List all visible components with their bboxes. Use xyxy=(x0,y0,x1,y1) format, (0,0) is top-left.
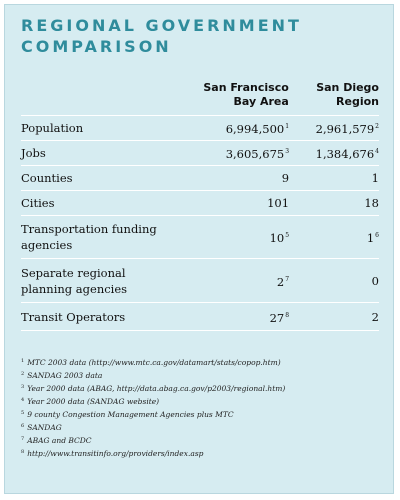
footnote-ref: 3 xyxy=(285,148,290,155)
footnote: 1 MTC 2003 data (http://www.mtc.ca.gov/da… xyxy=(21,355,381,368)
footnote-text: SANDAG 2003 data xyxy=(27,371,103,380)
cell: 27 xyxy=(166,273,289,289)
footnotes: 1 MTC 2003 data (http://www.mtc.ca.gov/da… xyxy=(21,355,381,459)
cell: 1,384,6764 xyxy=(289,145,379,161)
cell-value: 1 xyxy=(371,171,379,185)
cell: 278 xyxy=(166,309,289,325)
cell-value: 101 xyxy=(267,196,290,210)
column-header: San Francisco Bay Area xyxy=(203,81,289,108)
footnote-number: 5 xyxy=(21,410,25,416)
column-header: San Diego Region xyxy=(316,81,379,108)
footnote-ref: 5 xyxy=(285,232,290,239)
table-row: Transit Operators 278 2 xyxy=(21,303,379,331)
row-label: Population xyxy=(21,121,84,135)
footnote-text: Year 2000 data (ABAG, http://data.abag.c… xyxy=(27,384,286,393)
footnote-ref: 2 xyxy=(375,123,379,130)
footnote-number: 6 xyxy=(21,423,25,429)
cell-value: 10 xyxy=(269,231,285,245)
row-label: Jobs xyxy=(21,146,46,160)
cell-value: 6,994,500 xyxy=(225,122,285,136)
footnote: 4 Year 2000 data (SANDAG website) xyxy=(21,394,381,407)
footnote-number: 7 xyxy=(21,436,25,442)
table-row: Transportation funding agencies 105 16 xyxy=(21,216,379,259)
footnote: 7 ABAG and BCDC xyxy=(21,433,381,446)
cell: 18 xyxy=(289,196,379,210)
footnote: 8 http://www.transitinfo.org/providers/in… xyxy=(21,446,381,459)
row-label: Transportation funding agencies xyxy=(21,222,157,252)
footnote-number: 1 xyxy=(21,358,25,364)
row-label: Cities xyxy=(21,196,55,210)
cell: 101 xyxy=(166,196,289,210)
cell: 0 xyxy=(289,274,379,288)
cell: 2,961,5792 xyxy=(289,120,379,136)
footnote-text: SANDAG xyxy=(27,423,62,432)
footnote: 2 SANDAG 2003 data xyxy=(21,368,381,381)
footnote-text: 9 county Congestion Management Agencies … xyxy=(27,410,234,419)
cell-value: 1,384,676 xyxy=(315,147,375,161)
cell: 16 xyxy=(289,229,379,245)
table-row: Separate regional planning agencies 27 0 xyxy=(21,259,379,303)
footnote-text: ABAG and BCDC xyxy=(27,436,92,445)
table-row: Cities 101 18 xyxy=(21,191,379,216)
cell-value: 9 xyxy=(281,171,290,185)
footnote-number: 4 xyxy=(21,397,25,403)
footnote-text: http://www.transitinfo.org/providers/ind… xyxy=(27,449,204,458)
footnote-ref: 6 xyxy=(375,232,379,239)
footnote-text: Year 2000 data (SANDAG website) xyxy=(27,397,160,406)
panel: REGIONAL GOVERNMENT COMPARISON San Franc… xyxy=(4,4,394,494)
table: San Francisco Bay Area San Diego Region Po… xyxy=(21,81,379,331)
cell-value: 27 xyxy=(269,310,285,325)
footnote-text: MTC 2003 data (http://www.mtc.ca.gov/dat… xyxy=(27,358,281,367)
cell-value: 18 xyxy=(364,196,379,210)
table-row: Population 6,994,5001 2,961,5792 xyxy=(21,116,379,141)
footnote-ref: 7 xyxy=(285,275,290,283)
cell: 9 xyxy=(166,171,289,185)
cell-value: 2 xyxy=(371,309,379,324)
table-row: Jobs 3,605,6753 1,384,6764 xyxy=(21,141,379,166)
cell-value: 3,605,675 xyxy=(225,147,285,161)
header-row: San Francisco Bay Area San Diego Region xyxy=(21,81,379,116)
title: REGIONAL GOVERNMENT COMPARISON xyxy=(21,16,302,56)
cell: 1 xyxy=(289,171,379,185)
cell-value: 1 xyxy=(366,231,375,245)
row-label: Counties xyxy=(21,171,73,185)
cell: 105 xyxy=(166,229,289,245)
footnote-number: 3 xyxy=(21,384,25,390)
footnote-number: 2 xyxy=(21,371,25,377)
footnote: 6 SANDAG xyxy=(21,420,381,433)
footnote-number: 8 xyxy=(21,449,25,455)
footnote-ref: 4 xyxy=(375,148,379,155)
row-label: Separate regional planning agencies xyxy=(21,265,128,296)
footnote-ref: 1 xyxy=(285,123,290,130)
table-row: Counties 9 1 xyxy=(21,166,379,191)
cell: 6,994,5001 xyxy=(166,120,289,136)
cell-value: 2,961,579 xyxy=(315,122,375,136)
footnote: 3 Year 2000 data (ABAG, http://data.abag.… xyxy=(21,381,381,394)
cell-value: 0 xyxy=(371,273,379,288)
cell-value: 2 xyxy=(276,274,285,289)
footnote-ref: 8 xyxy=(285,311,290,319)
cell: 3,605,6753 xyxy=(166,145,289,161)
row-label: Transit Operators xyxy=(21,309,126,324)
cell: 2 xyxy=(289,310,379,324)
